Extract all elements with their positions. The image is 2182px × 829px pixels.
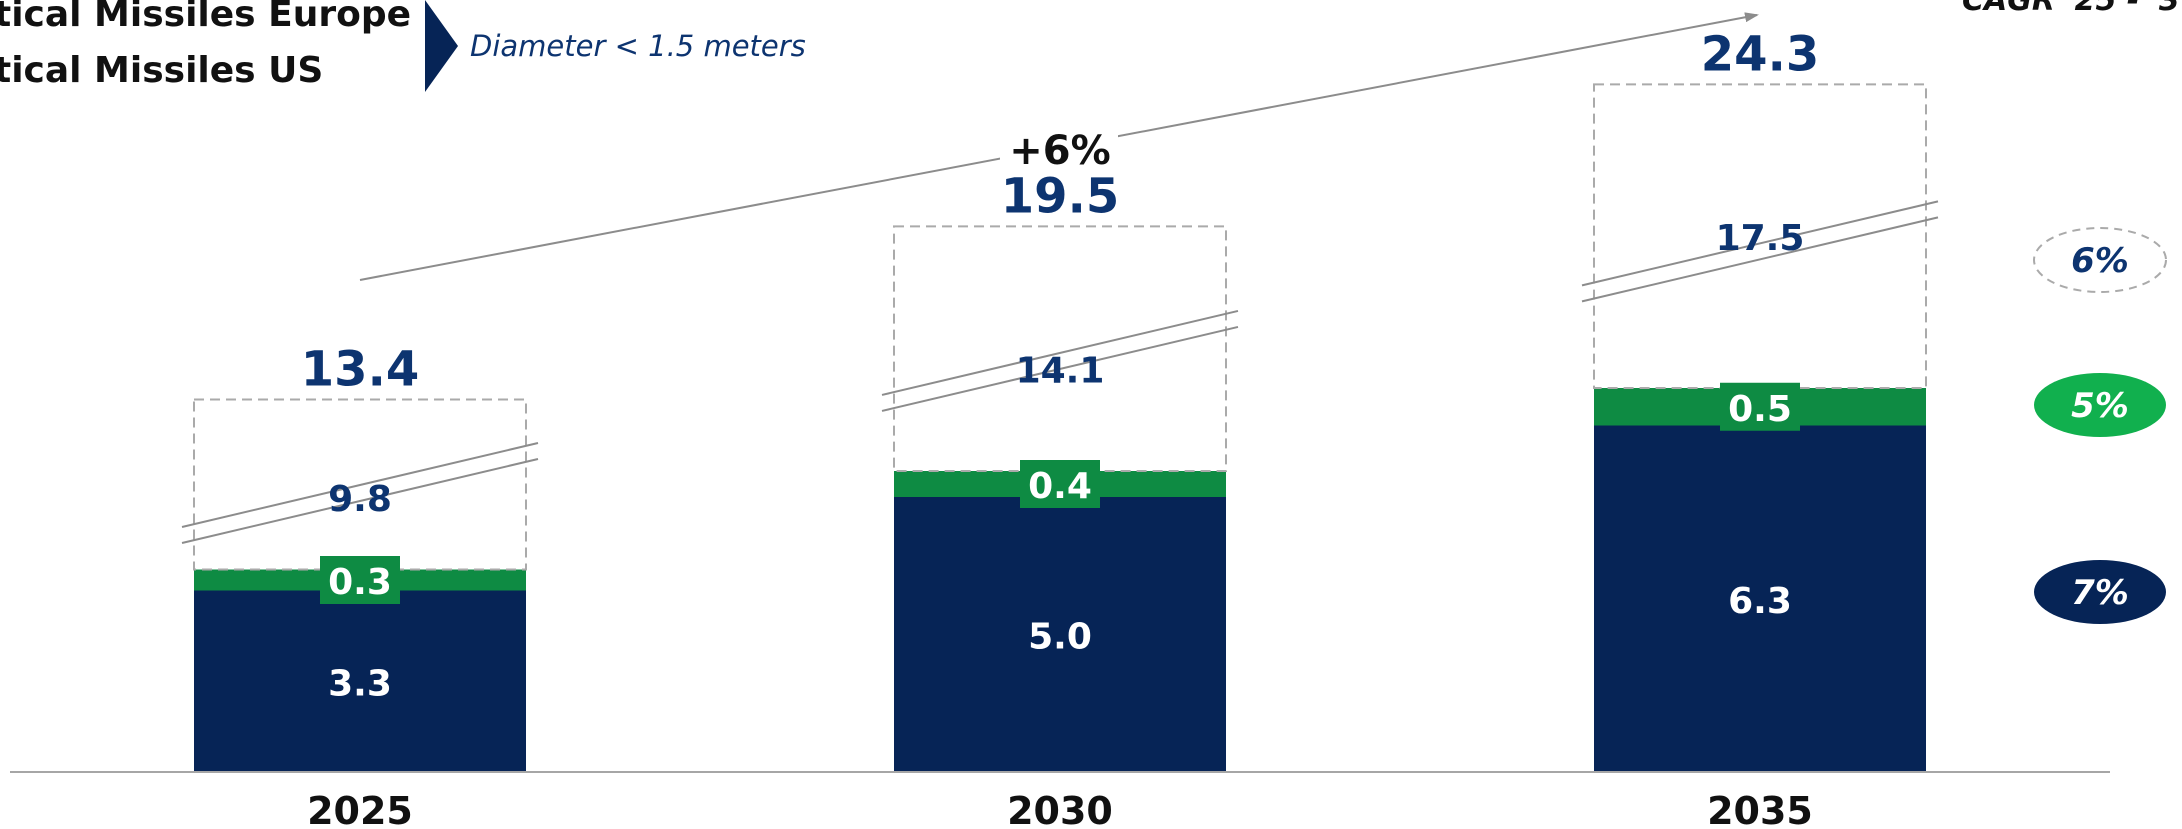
cagr-badge-navy [2034, 560, 2166, 624]
value-label-green: 0.4 [1028, 466, 1092, 507]
axis-break-line [1581, 216, 1939, 303]
axis-break-line [181, 442, 539, 528]
value-label-remainder: 17.5 [1716, 218, 1805, 259]
total-label: 13.4 [301, 342, 419, 398]
bars-group: 3.3 0.3 9.8 13.4 5.0 0.4 14.1 19.5 6.3 0.5 17.5 24.… [181, 26, 1939, 772]
value-label-navy: 5.0 [1028, 617, 1092, 658]
cagr-badges: 6% 5% 7% [2033, 227, 2167, 624]
cagr-badge-navy-label: 7% [2071, 573, 2129, 613]
legend-bracket-chevron-icon [425, 0, 458, 92]
bar-segment-remainder [893, 225, 1227, 472]
x-tick-label: 2030 [1007, 789, 1113, 829]
axis-break-line [881, 325, 1239, 412]
value-label-remainder: 9.8 [328, 479, 392, 520]
bar-segment-navy [194, 590, 526, 772]
cagr-header: CAGR '25 - '3 [1962, 0, 2180, 18]
value-label-green: 0.5 [1728, 389, 1792, 430]
growth-label-backdrop [1000, 122, 1118, 176]
value-label-green-backdrop [320, 556, 400, 604]
x-tick-label: 2035 [1707, 789, 1813, 829]
value-label-green-backdrop [1720, 382, 1800, 431]
cagr-badge-remainder [2033, 227, 2167, 293]
value-label-navy: 3.3 [328, 663, 392, 704]
cagr-badge-green-label: 5% [2071, 386, 2129, 426]
total-label: 24.3 [1701, 26, 1819, 82]
growth-label: +6% [1009, 128, 1110, 174]
axis-break-line [181, 458, 539, 544]
value-label-navy: 6.3 [1728, 581, 1792, 622]
bar-segment-navy [1594, 425, 1926, 772]
value-label-remainder: 14.1 [1016, 350, 1105, 391]
cagr-badge-remainder-label: 6% [2071, 241, 2129, 281]
legend-item-europe: tical Missiles Europe [0, 0, 411, 35]
legend-item-us: tical Missiles US [0, 50, 323, 91]
x-tick-labels: 2025 2030 2035 [307, 789, 1813, 829]
x-tick-label: 2025 [307, 789, 413, 829]
axis-break-line [1581, 200, 1939, 287]
value-label-green: 0.3 [328, 562, 392, 603]
value-label-green-backdrop [1020, 460, 1100, 508]
bar-segment-navy [894, 497, 1226, 772]
axis-break-line [881, 309, 1239, 396]
legend-note: Diameter < 1.5 meters [470, 29, 806, 63]
total-label: 19.5 [1001, 168, 1119, 224]
cagr-badge-green [2034, 373, 2166, 437]
bar-segment-remainder [193, 398, 527, 571]
